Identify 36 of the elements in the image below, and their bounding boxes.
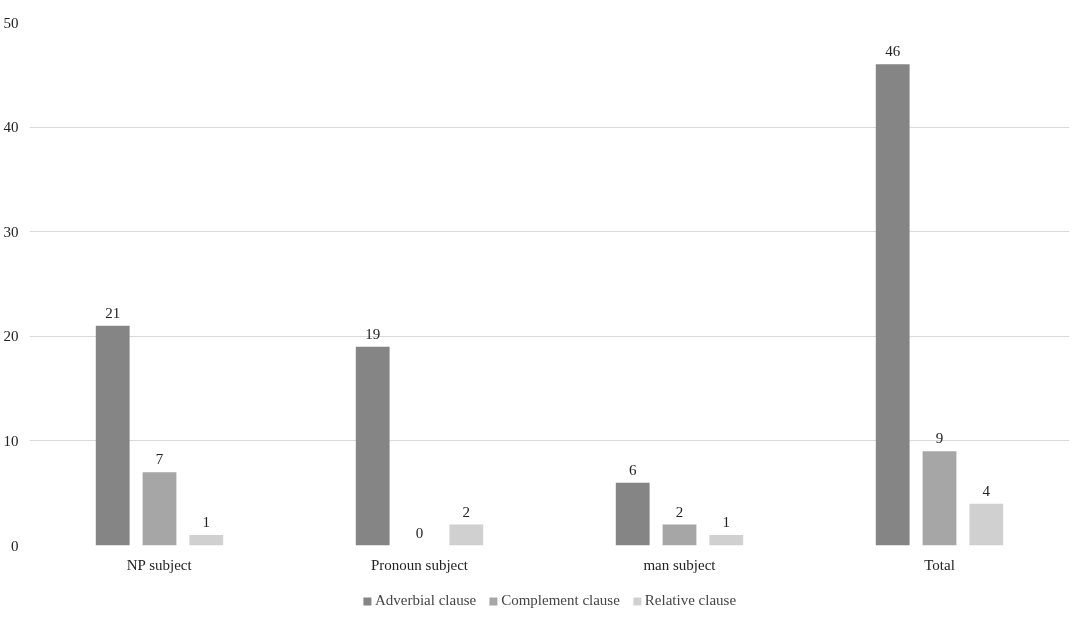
y-tick-label: 10 — [3, 432, 19, 449]
bar — [922, 451, 957, 546]
bar — [969, 503, 1004, 546]
bar — [709, 535, 744, 546]
bar — [142, 472, 177, 546]
data-label: 6 — [628, 461, 637, 478]
legend-label: Complement clause — [501, 592, 620, 609]
data-label: 9 — [935, 430, 944, 447]
bar — [189, 535, 224, 546]
y-tick-label: 20 — [3, 328, 19, 345]
bar — [662, 524, 697, 546]
legend-label: Relative clause — [644, 592, 737, 609]
bar — [875, 64, 910, 546]
data-label: 0 — [415, 524, 424, 541]
data-label: 21 — [105, 304, 121, 321]
data-label: 4 — [982, 482, 991, 499]
data-label: 19 — [365, 325, 381, 342]
data-label: 2 — [675, 503, 684, 520]
y-tick-label: 0 — [11, 537, 19, 554]
data-label: 1 — [202, 514, 211, 531]
x-tick-label: man subject — [643, 556, 717, 573]
data-label: 1 — [722, 514, 731, 531]
bar — [355, 346, 390, 546]
y-tick-label: 50 — [3, 14, 19, 31]
y-tick-label: 40 — [3, 119, 19, 136]
data-label: 7 — [155, 451, 164, 468]
legend-label: Adverbial clause — [374, 592, 477, 609]
bar — [449, 524, 484, 546]
x-tick-label: Total — [924, 556, 955, 573]
x-tick-label: NP subject — [126, 556, 193, 573]
data-label: 2 — [462, 503, 471, 520]
y-tick-label: 30 — [3, 223, 19, 240]
x-tick-label: Pronoun subject — [370, 556, 469, 573]
bar — [615, 482, 650, 546]
bar — [95, 325, 130, 546]
data-label: 46 — [885, 43, 901, 60]
